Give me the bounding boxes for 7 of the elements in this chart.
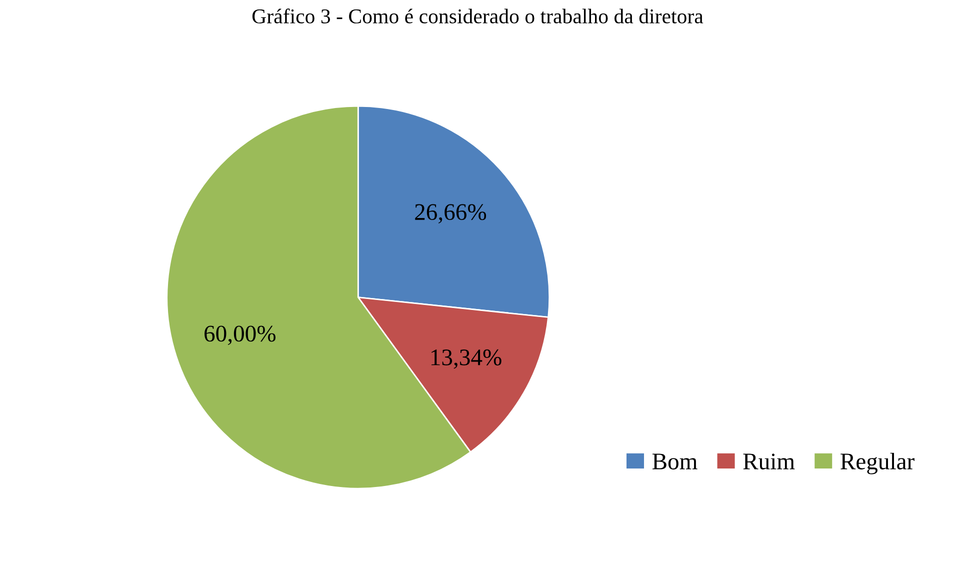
- legend-label: Regular: [840, 452, 914, 474]
- data-label: 26,66%: [415, 204, 486, 224]
- legend-label: Bom: [652, 454, 698, 470]
- data-label: 13,34%: [431, 349, 502, 369]
- chart-title: Gráfico 3 - Como é considerado o trabalho da diretora: [252, 8, 704, 24]
- data-label: 60,00%: [204, 326, 276, 346]
- legend-label: Ruim: [743, 454, 795, 470]
